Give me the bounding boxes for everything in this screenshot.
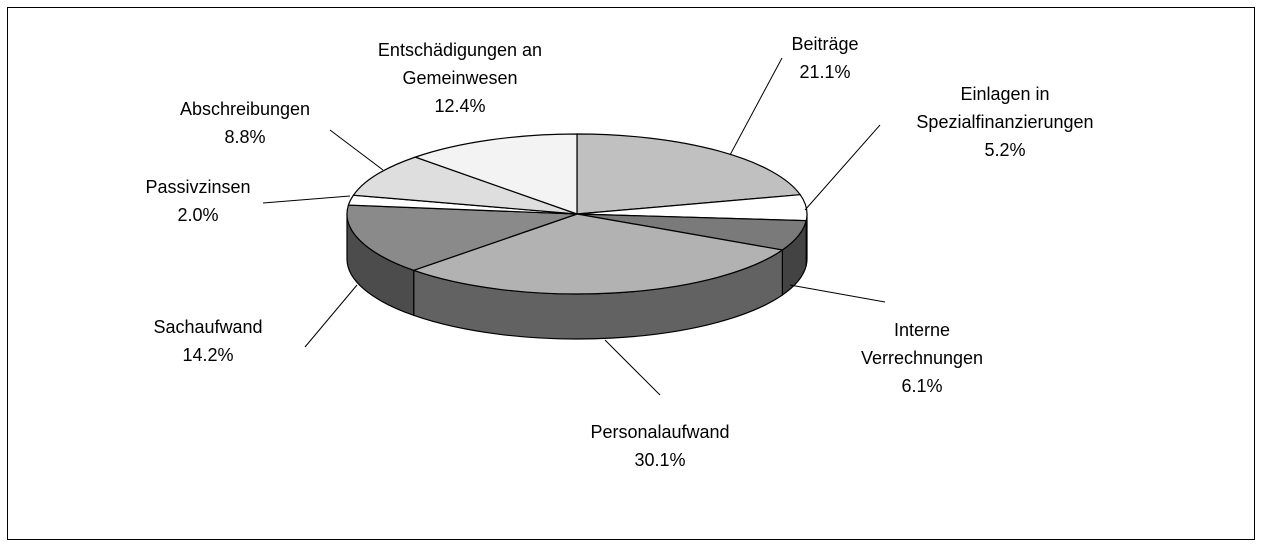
category-label: Beiträge — [791, 34, 859, 54]
slice — [346, 204, 578, 271]
category-label: Passivzinsen — [145, 177, 251, 197]
category-label: Abschreibungen — [179, 99, 311, 119]
value-label: 12.4% — [434, 96, 486, 116]
slice-label: Interne Verrechnungen 6.1% — [842, 316, 1002, 400]
leader-line — [262, 195, 351, 204]
slice-label: Passivzinsen 2.0% — [118, 173, 278, 229]
category-label: Interne Verrechnungen — [860, 320, 984, 368]
slice-label: Beiträge 21.1% — [770, 30, 880, 86]
value-label: 2.0% — [177, 205, 219, 225]
leader-line — [304, 284, 358, 348]
value-label: 14.2% — [182, 345, 234, 365]
leader-line — [804, 124, 881, 211]
leader-line — [789, 284, 886, 303]
value-label: 6.1% — [901, 376, 943, 396]
value-label: 21.1% — [799, 62, 851, 82]
category-label: Entschädigungen an Gemeinwesen — [377, 40, 543, 88]
value-label: 30.1% — [634, 450, 686, 470]
leader-line — [329, 129, 384, 171]
slice-label: Sachaufwand 14.2% — [138, 313, 278, 369]
leader-line — [729, 57, 783, 156]
value-label: 8.8% — [224, 127, 266, 147]
slice — [576, 133, 802, 215]
leader-line — [604, 339, 661, 396]
slice-label: Entschädigungen an Gemeinwesen 12.4% — [350, 36, 570, 120]
chart-frame — [7, 7, 1255, 540]
slice-label: Einlagen in Spezialfinanzierungen 5.2% — [875, 80, 1135, 164]
slice — [352, 156, 578, 215]
slice-label: Abschreibungen 8.8% — [155, 95, 335, 151]
category-label: Sachaufwand — [153, 317, 263, 337]
slice — [413, 133, 578, 215]
category-label: Personalaufwand — [590, 422, 730, 442]
slice — [411, 213, 784, 295]
category-label: Einlagen in Spezialfinanzierungen — [916, 84, 1094, 132]
value-label: 5.2% — [984, 140, 1026, 160]
slice-label: Personalaufwand 30.1% — [550, 418, 770, 474]
